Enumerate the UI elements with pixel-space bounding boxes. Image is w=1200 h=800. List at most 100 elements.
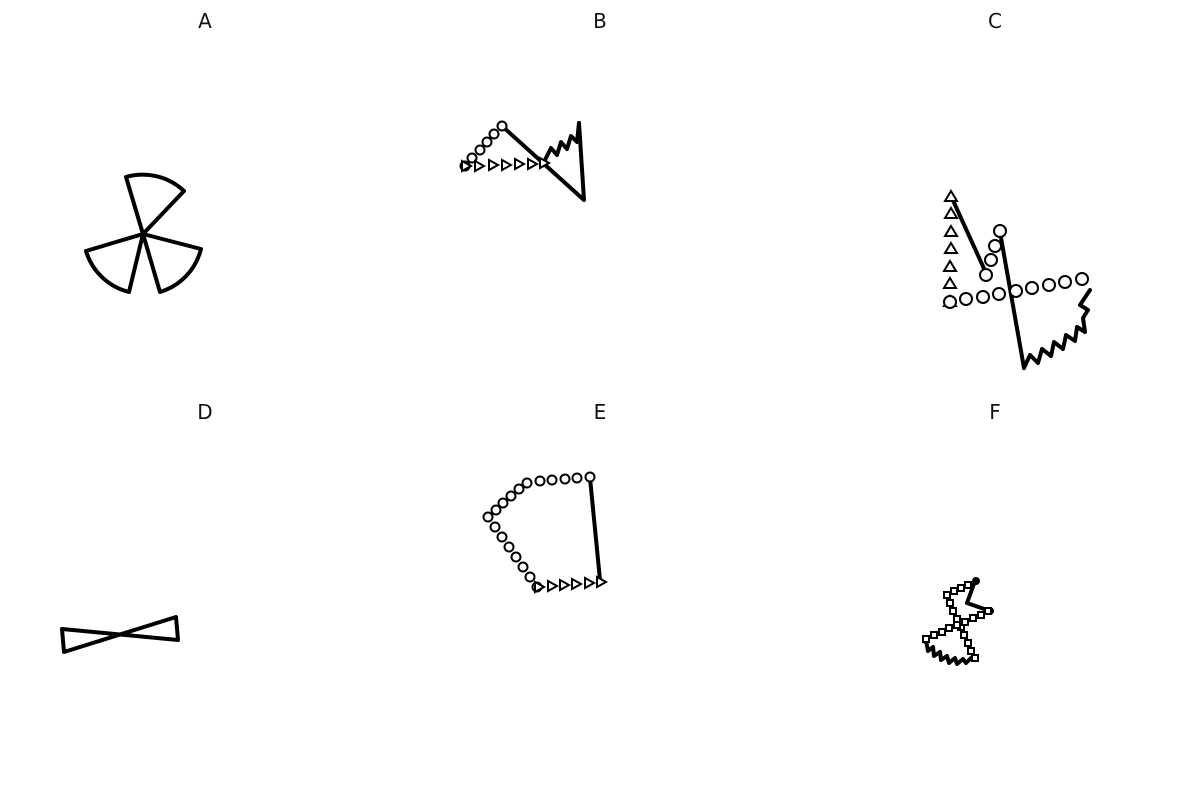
panel-a-blade-right [141, 232, 203, 294]
panel-f-square-markers [922, 581, 992, 662]
panel-f-zigzag [924, 638, 973, 666]
circle-marker [571, 472, 583, 484]
square-marker [964, 581, 972, 589]
panel-c-line-short [949, 194, 988, 275]
panel-b-zigzag [543, 121, 581, 162]
square-marker [945, 624, 953, 632]
triangle-marker [571, 577, 584, 591]
triangle-marker [942, 259, 958, 272]
circle-marker [521, 477, 533, 489]
panel-f-dot [972, 577, 980, 585]
panel-label-d: D [197, 400, 212, 424]
circle-marker [546, 474, 558, 486]
triangle-marker [943, 241, 959, 254]
triangle-marker [547, 579, 560, 593]
square-marker [977, 611, 985, 619]
circle-marker [976, 290, 990, 304]
panel-f-line [965, 579, 992, 613]
panel-c-line-long [998, 230, 1026, 370]
circle-marker [503, 541, 515, 553]
circle-marker [497, 497, 509, 509]
panel-f-shape [922, 577, 994, 666]
circle-marker [524, 571, 536, 583]
panel-a-shape [84, 172, 203, 294]
triangle-marker [474, 159, 487, 173]
square-marker [949, 607, 957, 615]
panel-e-line [588, 476, 602, 582]
triangle-marker [488, 158, 501, 172]
circle-marker [988, 239, 1002, 253]
panel-label-a: A [198, 9, 212, 33]
panel-c-circle-markers [943, 224, 1089, 309]
square-marker [957, 584, 965, 592]
square-marker [967, 647, 975, 655]
panel-b-shape [459, 120, 586, 202]
circle-marker [959, 292, 973, 306]
circle-marker [534, 475, 546, 487]
circle-marker [993, 224, 1007, 238]
circle-marker [1025, 281, 1039, 295]
square-marker [984, 607, 992, 615]
circle-marker [496, 531, 508, 543]
panel-a-blade-left [84, 232, 145, 294]
panel-b-line [500, 121, 586, 202]
triangle-marker [943, 189, 959, 202]
circle-marker [517, 561, 529, 573]
panel-c-zigzag [1022, 288, 1092, 370]
circle-marker [992, 287, 1006, 301]
panel-c-shape [942, 189, 1092, 370]
panel-b-triangle-markers [461, 156, 552, 173]
triangle-marker [596, 575, 609, 589]
circle-marker [943, 295, 957, 309]
circle-marker [482, 511, 494, 523]
square-marker [946, 599, 954, 607]
circle-marker [481, 136, 493, 148]
circle-marker [488, 128, 500, 140]
square-marker [943, 591, 951, 599]
square-marker [930, 631, 938, 639]
panel-label-b: B [593, 9, 607, 33]
circle-marker [505, 490, 517, 502]
panel-a-blade-top [124, 172, 186, 236]
circle-marker [984, 253, 998, 267]
triangle-marker [539, 156, 552, 170]
triangle-marker [501, 158, 514, 172]
square-marker [953, 621, 961, 629]
circle-marker [513, 483, 525, 495]
square-marker [938, 628, 946, 636]
triangle-marker [943, 206, 959, 219]
panel-d-shape [60, 615, 180, 654]
panel-d-bowtie [60, 615, 180, 654]
circle-marker [490, 504, 502, 516]
square-marker [960, 631, 968, 639]
panel-e-triangle-markers [534, 575, 609, 594]
square-marker [971, 654, 979, 662]
square-marker [922, 635, 930, 643]
triangle-marker [527, 157, 540, 171]
circle-marker [1058, 275, 1072, 289]
square-marker [964, 639, 972, 647]
triangle-marker [514, 157, 527, 171]
circle-marker [489, 521, 501, 533]
panel-e-shape [482, 471, 609, 594]
square-marker [969, 614, 977, 622]
circle-marker [559, 473, 571, 485]
panel-e-circle-markers [482, 471, 596, 593]
triangle-marker [943, 224, 959, 237]
circle-marker [584, 471, 596, 483]
circle-marker [510, 551, 522, 563]
triangle-marker [584, 576, 597, 590]
square-marker [950, 587, 958, 595]
circle-marker [979, 268, 993, 282]
circle-marker [1042, 278, 1056, 292]
panel-label-f: F [989, 400, 1001, 424]
triangle-marker [942, 276, 958, 289]
panel-label-c: C [988, 9, 1002, 33]
panel-label-e: E [594, 400, 607, 424]
circle-marker [496, 120, 508, 132]
circle-marker [1009, 284, 1023, 298]
triangle-marker [461, 159, 474, 173]
triangle-marker [534, 580, 547, 594]
square-marker [961, 618, 969, 626]
